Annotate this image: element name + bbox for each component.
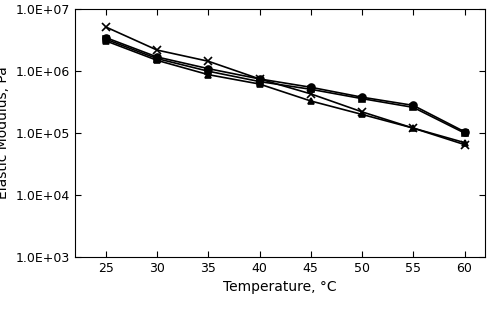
Y-axis label: Elastic Modulus, Pa: Elastic Modulus, Pa — [0, 67, 10, 199]
X-axis label: Temperature, °C: Temperature, °C — [223, 280, 337, 294]
